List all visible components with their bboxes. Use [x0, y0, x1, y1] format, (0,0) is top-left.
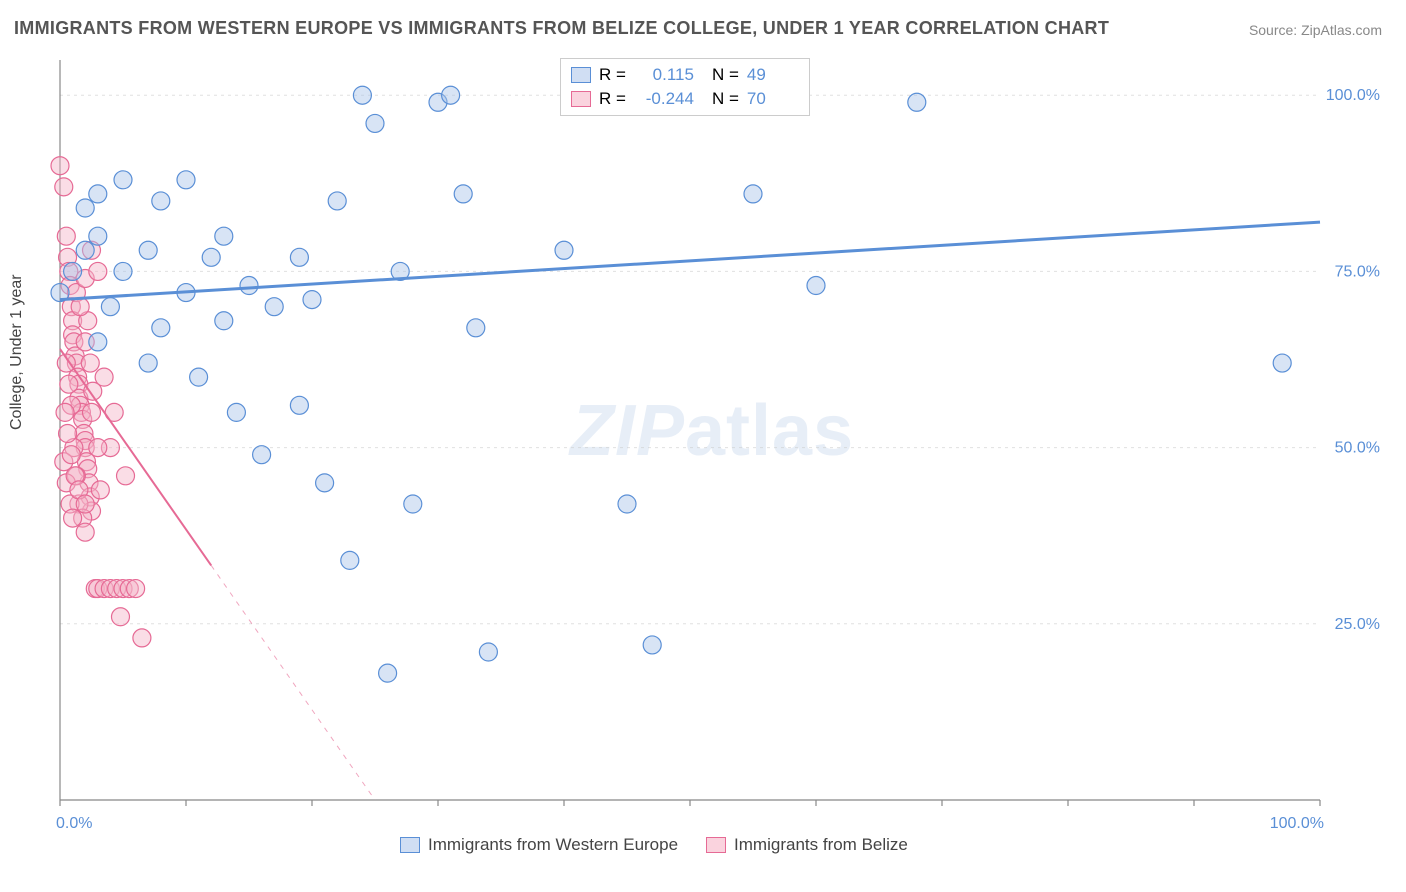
n-label: N =: [712, 89, 739, 109]
legend-row-pink: R = -0.244 N = 70: [571, 87, 799, 111]
r-label: R =: [599, 65, 626, 85]
series-pink-label: Immigrants from Belize: [734, 835, 908, 855]
legend-series: Immigrants from Western Europe Immigrant…: [400, 835, 908, 855]
swatch-pink: [571, 91, 591, 107]
swatch-pink-icon: [706, 837, 726, 853]
legend-row-blue: R = 0.115 N = 49: [571, 63, 799, 87]
source-label: Source: ZipAtlas.com: [1249, 22, 1382, 38]
swatch-blue-icon: [400, 837, 420, 853]
n-value-blue: 49: [747, 65, 766, 85]
n-label: N =: [712, 65, 739, 85]
legend-item-pink: Immigrants from Belize: [706, 835, 908, 855]
r-value-blue: 0.115: [634, 65, 694, 85]
series-blue-label: Immigrants from Western Europe: [428, 835, 678, 855]
chart-svg: 25.0% 50.0% 75.0% 100.0% 0.0% 100.0%: [50, 60, 1390, 830]
svg-text:100.0%: 100.0%: [1270, 815, 1324, 830]
svg-text:75.0%: 75.0%: [1335, 263, 1380, 280]
svg-text:0.0%: 0.0%: [56, 815, 92, 830]
chart-container: IMMIGRANTS FROM WESTERN EUROPE VS IMMIGR…: [0, 0, 1406, 892]
r-value-pink: -0.244: [634, 89, 694, 109]
svg-text:100.0%: 100.0%: [1326, 87, 1380, 104]
chart-title: IMMIGRANTS FROM WESTERN EUROPE VS IMMIGR…: [14, 18, 1109, 39]
svg-text:50.0%: 50.0%: [1335, 440, 1380, 457]
n-value-pink: 70: [747, 89, 766, 109]
legend-item-blue: Immigrants from Western Europe: [400, 835, 678, 855]
r-label: R =: [599, 89, 626, 109]
y-axis-label: College, Under 1 year: [8, 274, 26, 430]
swatch-blue: [571, 67, 591, 83]
legend-correlation: R = 0.115 N = 49 R = -0.244 N = 70: [560, 58, 810, 116]
plot-area: 25.0% 50.0% 75.0% 100.0% 0.0% 100.0%: [50, 60, 1390, 830]
svg-text:25.0%: 25.0%: [1335, 616, 1380, 633]
